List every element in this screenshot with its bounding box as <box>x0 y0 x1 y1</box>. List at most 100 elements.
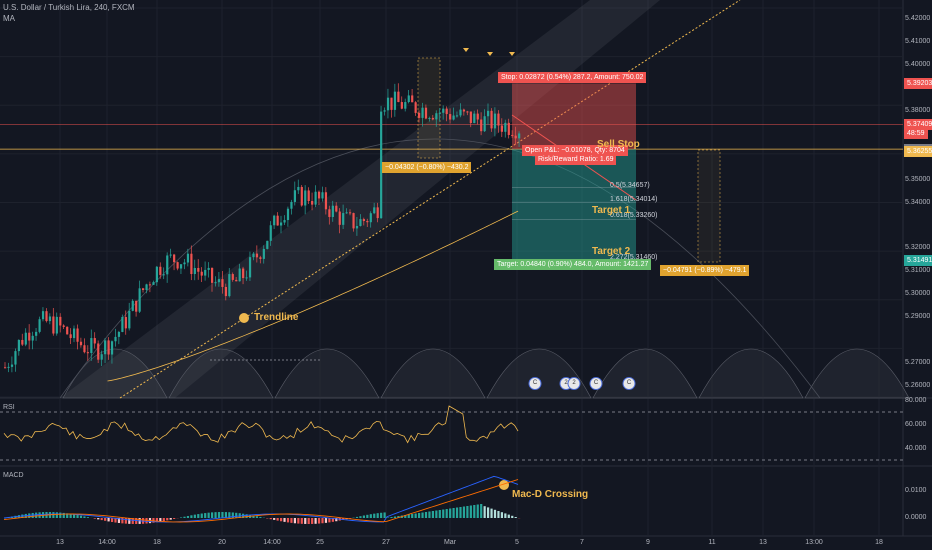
candle <box>55 316 58 334</box>
macd-histogram-bar <box>121 518 124 524</box>
macd-histogram-bar <box>190 515 193 518</box>
candle <box>21 339 24 345</box>
candle <box>217 279 221 283</box>
fib-level-1618: 1.618(5.34014) <box>610 196 658 203</box>
macd-histogram-bar <box>83 516 86 518</box>
macd-histogram-bar <box>414 513 417 518</box>
candle <box>235 279 238 282</box>
candle <box>383 110 386 112</box>
peak-marker-2 <box>509 52 515 56</box>
risk-reward-label: Risk/Reward Ratio: 1.69 <box>535 154 617 165</box>
candle <box>511 134 514 136</box>
candle <box>414 102 417 113</box>
candle <box>393 91 397 110</box>
candle <box>166 255 169 275</box>
candle <box>273 215 276 226</box>
macd-histogram-bar <box>259 516 262 518</box>
price-tick: 5.38000 <box>905 106 931 114</box>
candle <box>28 332 31 341</box>
candle <box>507 122 510 135</box>
rsi-line <box>3 405 519 444</box>
candle <box>186 253 190 263</box>
candle <box>366 221 369 223</box>
trendline-annotation: Trendline <box>254 312 299 323</box>
measure-box-left <box>417 57 441 159</box>
candle <box>4 367 7 369</box>
candle <box>204 269 207 276</box>
macd-histogram-bar <box>255 516 259 518</box>
candle <box>52 316 55 334</box>
time-tick: 25 <box>316 539 324 546</box>
candle <box>431 117 434 120</box>
time-tick: 27 <box>382 539 390 546</box>
price-tick: 5.41000 <box>905 38 931 46</box>
macd-histogram-bar <box>490 508 493 518</box>
macd-histogram-bar <box>380 512 383 518</box>
macd-histogram-bar <box>442 509 445 518</box>
cycle-wave <box>804 348 910 399</box>
macd-histogram-bar <box>317 518 321 524</box>
target-label: Target: 0.04840 (0.90%) 484.0, Amount: 1… <box>494 259 652 270</box>
macd-histogram-bar <box>152 518 155 523</box>
candle <box>38 319 41 332</box>
price-tick: 5.42000 <box>905 15 931 23</box>
rsi-tick-40: 40.000 <box>905 445 927 452</box>
candle <box>135 300 138 312</box>
candle <box>493 113 497 129</box>
macd-histogram-bar <box>166 518 169 521</box>
macd-histogram-bar <box>452 508 455 518</box>
measure-label-right: −0.04791 (−0.89%) −479.1 <box>660 265 750 276</box>
event-badge-3[interactable]: 2 <box>567 377 581 390</box>
macd-histogram-bar <box>128 518 131 524</box>
measure-label-left: −0.04302 (−0.80%) −430.2 <box>382 162 472 173</box>
price-tick: 5.40000 <box>905 61 931 69</box>
event-badge-5[interactable]: C <box>622 377 636 390</box>
candle <box>317 191 321 199</box>
candle <box>380 111 383 219</box>
macd-histogram-bar <box>124 518 127 524</box>
event-badge-4[interactable]: C <box>589 377 603 390</box>
macd-histogram-bar <box>411 514 414 518</box>
macd-histogram-bar <box>445 509 448 518</box>
macd-histogram-bar <box>193 514 196 518</box>
price-tick: 5.34000 <box>905 198 931 206</box>
price-tick: 5.27000 <box>905 358 931 366</box>
candle <box>14 351 17 365</box>
macd-histogram-bar <box>487 507 490 518</box>
candle <box>259 257 262 259</box>
candle <box>362 219 365 222</box>
macd-histogram-bar <box>59 512 62 518</box>
candle <box>104 340 107 355</box>
candle <box>176 262 179 269</box>
macd-histogram-bar <box>311 518 314 524</box>
event-badge-1[interactable]: C <box>528 377 542 390</box>
macd-histogram-bar <box>314 518 317 524</box>
candle <box>224 286 227 297</box>
candle <box>152 282 155 285</box>
cycle-wave <box>698 348 804 399</box>
macd-histogram-bar <box>245 514 248 518</box>
macd-histogram-bar <box>117 518 121 523</box>
candle <box>138 288 141 312</box>
macd-histogram-bar <box>221 512 224 518</box>
candle <box>300 186 303 206</box>
candle <box>245 277 248 279</box>
candle <box>497 113 500 126</box>
macd-histogram-bar <box>169 518 172 520</box>
candle <box>452 115 455 120</box>
candle <box>197 267 200 272</box>
price-label: 48:59 <box>904 127 928 139</box>
time-tick: 13 <box>759 539 767 546</box>
candle <box>376 207 379 219</box>
candle <box>110 341 114 355</box>
macd-histogram-bar <box>397 516 400 518</box>
macd-histogram-bar <box>321 518 324 524</box>
macd-histogram-bar <box>466 506 469 518</box>
macd-histogram-bar <box>145 518 148 524</box>
candle <box>407 95 410 103</box>
macd-histogram-bar <box>231 512 234 518</box>
open-pnl-label: Open P&L: −0.01078, Qty: 8704 <box>522 145 628 156</box>
peak-marker-0 <box>463 48 469 52</box>
candle <box>31 335 34 341</box>
